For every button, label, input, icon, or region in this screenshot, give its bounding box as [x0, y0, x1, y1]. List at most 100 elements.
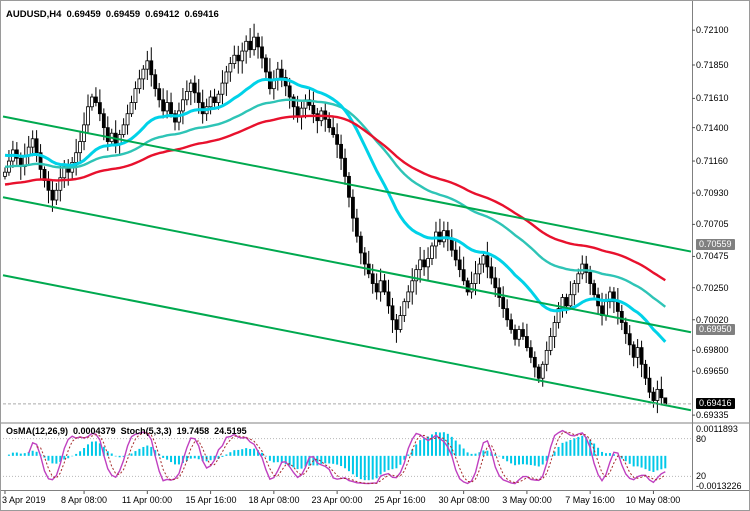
- candle: [137, 69, 142, 94]
- candle: [422, 249, 427, 276]
- candle: [184, 80, 189, 106]
- ohlc-open: 0.69459: [66, 9, 101, 20]
- candle: [228, 57, 233, 82]
- candle: [521, 322, 525, 340]
- time-axis-label: 15 Apr 16:00: [185, 495, 237, 505]
- channel-mid[interactable]: [2, 196, 692, 334]
- candle: [224, 65, 229, 96]
- ohlc-close: 0.69416: [184, 9, 219, 20]
- candle: [248, 28, 253, 58]
- candle: [157, 82, 162, 108]
- candle: [513, 324, 517, 346]
- candle: [331, 117, 336, 138]
- candle: [30, 130, 35, 157]
- candle: [647, 366, 652, 399]
- candle: [129, 95, 134, 117]
- stoch-name: Stoch(5,3,3): [120, 426, 172, 436]
- candle: [165, 90, 169, 119]
- candle: [283, 69, 288, 97]
- price-tick-label: 0.70250: [696, 283, 729, 293]
- candle: [481, 251, 486, 273]
- candle: [572, 280, 577, 305]
- channel-upper[interactable]: [2, 115, 692, 253]
- candle: [212, 88, 217, 107]
- candle: [121, 118, 126, 138]
- candle: [398, 306, 403, 333]
- current-price-label: 0.69416: [696, 398, 735, 409]
- candle: [378, 268, 383, 302]
- candle: [260, 36, 264, 69]
- stoch-high-level-label: 80: [696, 434, 707, 444]
- candle: [173, 110, 177, 131]
- candle: [94, 87, 98, 107]
- price-tick-label: 0.70930: [696, 188, 729, 198]
- time-axis-label: 3 May 00:00: [502, 495, 552, 505]
- price-tick-label: 0.69800: [696, 345, 729, 355]
- candle: [505, 299, 510, 327]
- candle: [133, 81, 138, 110]
- candle: [38, 144, 43, 179]
- candle: [414, 264, 419, 295]
- price-tick-label: 0.69335: [696, 410, 729, 420]
- candle: [347, 172, 351, 208]
- candle: [580, 255, 585, 280]
- candle: [540, 361, 545, 387]
- candle: [97, 89, 102, 122]
- candle: [509, 313, 513, 334]
- candle: [256, 32, 260, 59]
- osma-name: OsMA(12,26,9): [6, 426, 69, 436]
- candle: [643, 359, 648, 385]
- candle: [394, 313, 399, 343]
- osma-value: 0.0004379: [73, 426, 116, 436]
- candle: [386, 279, 391, 314]
- candle: [58, 165, 63, 202]
- candle: [287, 77, 292, 109]
- candle: [461, 256, 466, 286]
- candle: [169, 92, 173, 118]
- osma-histogram-layer: [7, 432, 667, 481]
- price-level-label: 0.69950: [696, 324, 735, 335]
- candle: [145, 50, 150, 80]
- candle: [252, 23, 256, 56]
- candle: [501, 286, 506, 318]
- time-axis-label: 7 May 16:00: [565, 495, 615, 505]
- candle: [631, 341, 636, 367]
- ma-mid-teal: [4, 98, 667, 308]
- indicator-label: OsMA(12,26,9) 0.0004379 Stoch(5,3,3) 19.745…: [6, 426, 252, 436]
- candle: [544, 341, 549, 372]
- candle: [639, 340, 644, 378]
- candle: [406, 285, 411, 309]
- candle: [362, 247, 367, 276]
- candle: [335, 123, 340, 159]
- candle: [74, 138, 79, 176]
- time-axis-label: 30 Apr 08:00: [438, 495, 490, 505]
- candle: [90, 93, 94, 111]
- time-axis-label: 3 Apr 2019: [2, 495, 46, 505]
- candle: [477, 257, 482, 284]
- stoch-low-level-label: 20: [696, 471, 707, 481]
- candle: [457, 246, 462, 278]
- candle: [54, 183, 59, 206]
- candle: [430, 242, 434, 266]
- stoch-k-value: 19.7458: [176, 426, 210, 436]
- candle: [200, 89, 205, 124]
- symbol-readout: AUDUSD,H4 0.69459 0.69459 0.69412 0.69416: [6, 9, 224, 20]
- candle: [3, 167, 7, 180]
- candle: [192, 75, 197, 103]
- channel-lower[interactable]: [2, 274, 692, 412]
- candle: [465, 277, 470, 296]
- price-tick-label: 0.69650: [696, 366, 729, 376]
- candle: [311, 91, 316, 124]
- candle: [453, 240, 458, 267]
- indicator-levels-layer: [3, 438, 691, 477]
- time-axis-label: 10 May 08:00: [625, 495, 681, 505]
- candle: [188, 79, 193, 106]
- candle: [418, 246, 423, 283]
- candle: [149, 47, 154, 87]
- candle: [627, 325, 632, 356]
- ohlc-high: 0.69459: [105, 9, 141, 20]
- candle: [525, 323, 529, 352]
- candle: [351, 189, 355, 232]
- osma-max-label: 0.0011893: [696, 424, 738, 434]
